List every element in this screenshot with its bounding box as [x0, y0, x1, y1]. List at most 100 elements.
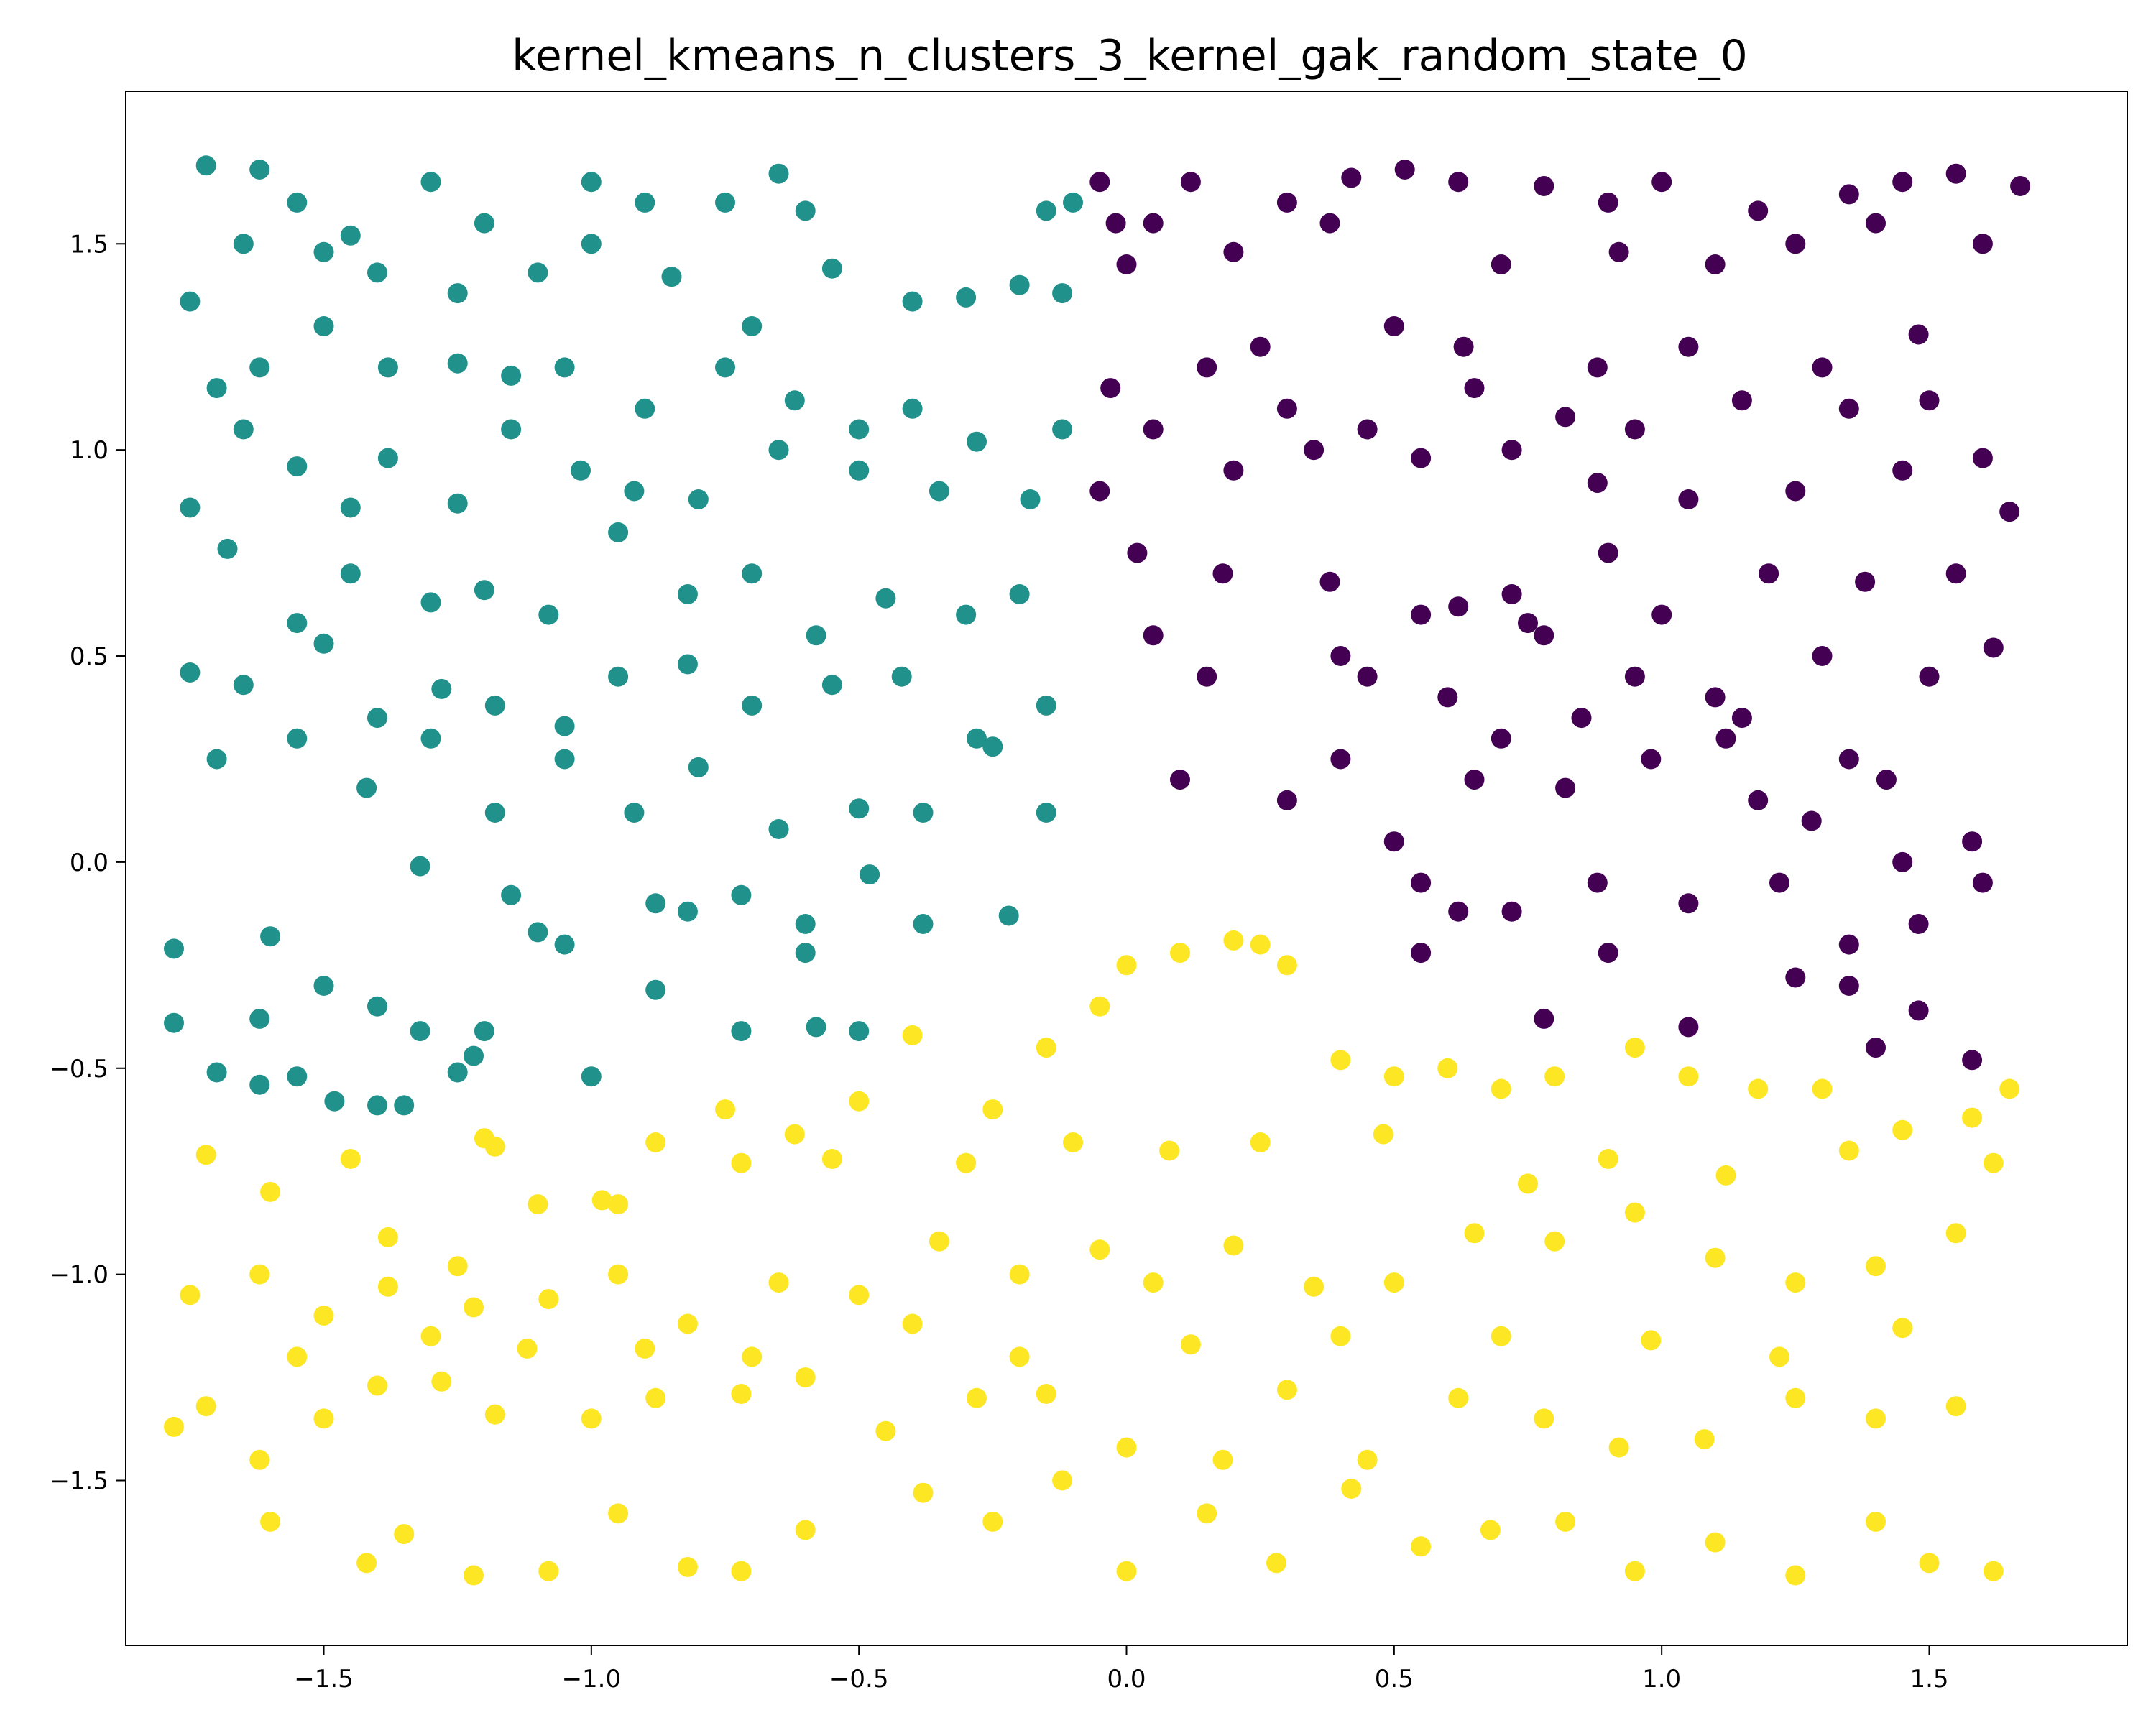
data-point: [1491, 254, 1511, 274]
data-point: [1518, 1173, 1538, 1194]
data-point: [1838, 934, 1859, 955]
x-tick-label: −1.5: [294, 1665, 354, 1694]
data-point: [474, 213, 494, 234]
data-point: [180, 497, 201, 518]
data-point: [1962, 831, 1983, 852]
data-point: [1197, 1503, 1217, 1524]
data-point: [1089, 481, 1110, 502]
data-point: [795, 943, 816, 964]
data-point: [1838, 976, 1859, 996]
data-point: [1116, 1437, 1137, 1458]
data-point: [608, 522, 629, 542]
data-point: [1036, 695, 1056, 716]
data-point: [1838, 749, 1859, 770]
data-point: [1063, 192, 1083, 213]
data-point: [1411, 872, 1432, 893]
data-point: [340, 225, 361, 246]
y-tick-label: 0.5: [70, 642, 109, 671]
data-point: [538, 604, 559, 625]
data-point: [1357, 1449, 1378, 1470]
data-point: [1945, 163, 1966, 184]
data-point: [645, 893, 666, 914]
data-point: [1304, 440, 1325, 461]
data-point: [1983, 1561, 2004, 1581]
data-point: [1731, 708, 1752, 729]
data-point: [1501, 584, 1522, 604]
data-point: [967, 431, 987, 452]
data-point: [821, 675, 842, 696]
data-point: [795, 914, 816, 934]
data-point: [731, 1384, 752, 1404]
data-point: [806, 1017, 826, 1038]
data-point: [249, 357, 270, 378]
data-point: [1464, 378, 1485, 399]
data-point: [447, 493, 468, 514]
data-point: [581, 172, 602, 193]
data-point: [1587, 872, 1608, 893]
data-point: [1330, 1326, 1351, 1346]
data-point: [677, 1557, 698, 1577]
data-point: [1801, 810, 1822, 831]
data-point: [849, 1091, 870, 1112]
data-point: [875, 1420, 896, 1441]
data-point: [1892, 1119, 1913, 1140]
data-point: [164, 938, 184, 959]
data-point: [1357, 666, 1378, 687]
data-point: [913, 914, 934, 934]
data-point: [1020, 489, 1041, 509]
data-point: [581, 234, 602, 254]
data-point: [1892, 172, 1913, 193]
data-point: [1769, 872, 1789, 893]
data-point: [447, 1062, 468, 1083]
data-point: [1999, 1078, 2020, 1099]
data-point: [1197, 666, 1217, 687]
data-point: [356, 777, 377, 798]
data-point: [768, 163, 789, 184]
data-point: [1866, 1408, 1886, 1429]
data-point: [1383, 1066, 1404, 1087]
data-point: [484, 1404, 505, 1425]
data-point: [1250, 336, 1271, 357]
data-point: [195, 155, 216, 176]
data-point: [1641, 749, 1662, 770]
data-point: [1036, 1384, 1056, 1404]
y-tick-label: −1.5: [49, 1467, 109, 1496]
data-point: [1908, 324, 1929, 345]
y-tick-label: 1.0: [70, 436, 109, 465]
y-tick-label: 0.0: [70, 849, 109, 877]
data-point: [1437, 1058, 1458, 1078]
data-point: [287, 1066, 308, 1087]
data-point: [340, 563, 361, 584]
data-point: [1143, 625, 1164, 646]
data-point: [1598, 1149, 1618, 1169]
data-point: [742, 695, 763, 716]
data-point: [164, 1012, 184, 1033]
data-point: [1999, 502, 2020, 522]
data-point: [1587, 473, 1608, 494]
data-point: [784, 390, 805, 411]
data-point: [1453, 336, 1474, 357]
data-point: [1036, 200, 1056, 221]
data-point: [1089, 172, 1110, 193]
data-point: [1855, 571, 1876, 592]
data-point: [1624, 419, 1645, 440]
data-point: [1411, 1536, 1432, 1557]
data-point: [420, 592, 441, 613]
data-point: [1624, 666, 1645, 687]
data-point: [195, 1145, 216, 1165]
data-point: [1983, 1152, 2004, 1173]
data-point: [645, 1387, 666, 1408]
data-point: [1464, 1223, 1485, 1244]
data-point: [554, 934, 575, 955]
data-point: [998, 905, 1019, 926]
data-point: [1694, 1429, 1715, 1450]
data-point: [538, 1289, 559, 1310]
data-point: [1892, 851, 1913, 872]
data-point: [1266, 1553, 1286, 1574]
data-point: [768, 440, 789, 461]
data-point: [1534, 625, 1554, 646]
data-point: [891, 666, 912, 687]
data-point: [635, 1338, 655, 1359]
